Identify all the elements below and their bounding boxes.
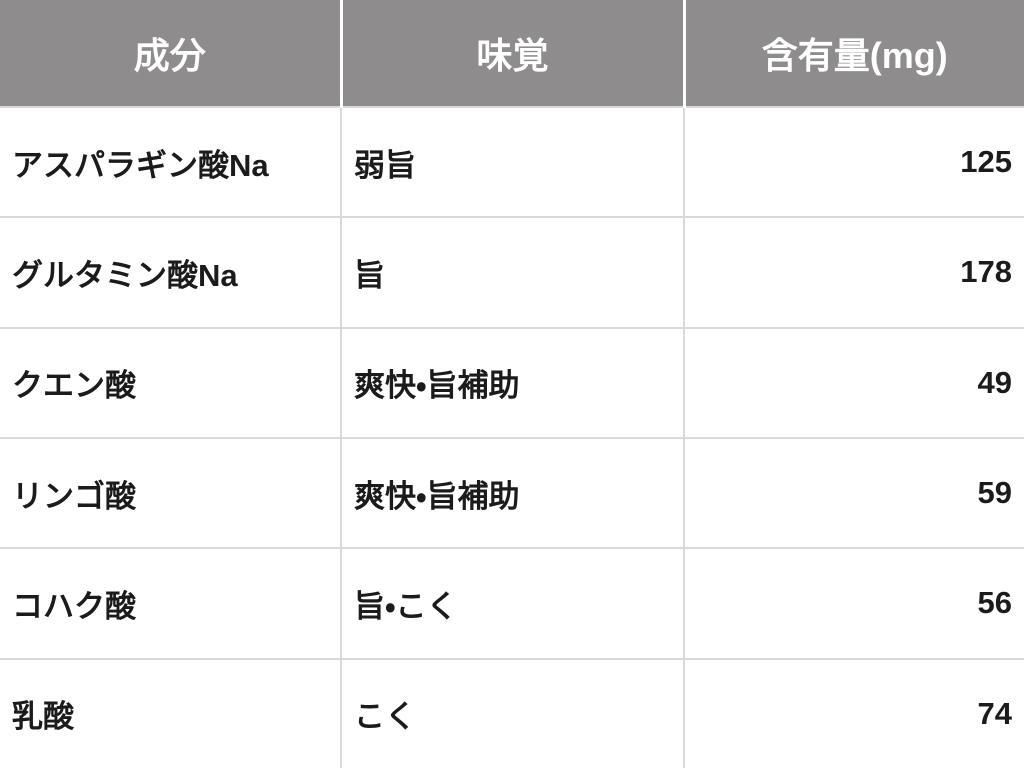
- cell-amount: 74: [684, 658, 1024, 768]
- header-taste: 味覚: [341, 0, 686, 108]
- table-row: グルタミン酸Na 旨 178: [0, 217, 1024, 329]
- cell-component: コハク酸: [0, 548, 342, 660]
- cell-component: リンゴ酸: [0, 437, 342, 550]
- table-header-row: 成分 味覚 含有量(mg): [0, 0, 1024, 108]
- cell-component: クエン酸: [0, 327, 342, 439]
- cell-component: アスパラギン酸Na: [0, 107, 342, 219]
- cell-taste: 爽快・旨補助: [341, 327, 685, 439]
- table-row: アスパラギン酸Na 弱旨 125: [0, 107, 1024, 219]
- table-row: クエン酸 爽快・旨補助 49: [0, 327, 1024, 439]
- cell-amount: 178: [684, 217, 1024, 329]
- table-row: 乳酸 こく 74: [0, 658, 1024, 768]
- cell-component: グルタミン酸Na: [0, 217, 342, 329]
- cell-taste: 弱旨: [341, 107, 685, 219]
- table-row: リンゴ酸 爽快・旨補助 59: [0, 437, 1024, 550]
- cell-taste: 爽快・旨補助: [341, 437, 685, 550]
- cell-amount: 125: [684, 107, 1024, 219]
- table-row: コハク酸 旨・こく 56: [0, 548, 1024, 660]
- header-amount: 含有量(mg): [684, 0, 1024, 108]
- cell-taste: 旨: [341, 217, 685, 329]
- cell-amount: 49: [684, 327, 1024, 439]
- cell-component: 乳酸: [0, 658, 342, 768]
- cell-amount: 56: [684, 548, 1024, 660]
- cell-taste: 旨・こく: [341, 548, 685, 660]
- cell-taste: こく: [341, 658, 685, 768]
- header-component: 成分: [0, 0, 343, 108]
- cell-amount: 59: [684, 437, 1024, 550]
